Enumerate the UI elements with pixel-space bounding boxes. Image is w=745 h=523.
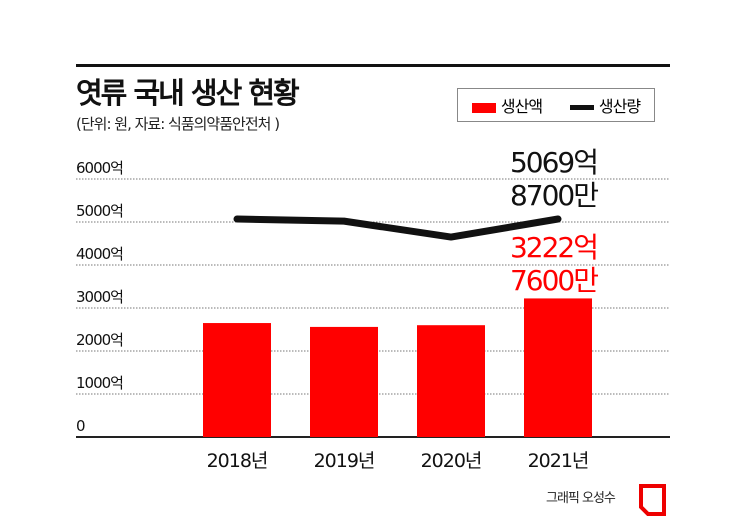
y-tick-label: 4000억 (76, 245, 123, 263)
x-tick-label: 2021년 (528, 450, 589, 472)
y-tick-label: 3000억 (76, 288, 123, 306)
y-tick-label: 6000억 (76, 159, 123, 177)
legend-item-line: 생산량 (569, 93, 641, 117)
series-line (233, 215, 562, 241)
bar (310, 326, 378, 437)
y-tick-label: 5000억 (76, 202, 123, 220)
legend-swatch-red (471, 102, 496, 113)
bar (417, 325, 485, 437)
x-tick-label: 2020년 (421, 450, 482, 472)
chart-title: 엿류 국내 생산 현황 (76, 76, 300, 110)
bar (524, 298, 592, 437)
chart-subtitle: (단위: 원, 자료: 식품의약품안전처 ) (76, 115, 280, 133)
x-tick-label: 2018년 (207, 450, 268, 472)
y-tick-label: 2000억 (76, 331, 123, 349)
data-label-bar: 3222억 (510, 231, 597, 264)
legend-label: 생산량 (598, 97, 641, 116)
y-tick-label: 1000억 (76, 374, 123, 392)
top-rule (76, 64, 670, 67)
y-tick-label: 0 (76, 417, 85, 435)
legend: 생산액 생산량 (457, 88, 655, 122)
legend-label: 생산액 (500, 97, 543, 116)
data-label-line: 8700만 (510, 179, 598, 212)
x-tick-label: 2019년 (314, 450, 375, 472)
legend-item-bar: 생산액 (471, 93, 543, 117)
bar (203, 323, 271, 437)
data-label-line: 5069억 (510, 146, 597, 179)
data-label-bar: 7600만 (510, 264, 598, 297)
credit: 그래픽 오성수 (546, 491, 616, 506)
legend-swatch-black (569, 105, 594, 110)
